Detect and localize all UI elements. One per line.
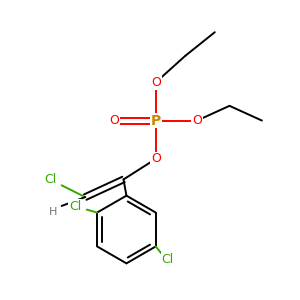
Text: H: H <box>49 207 57 217</box>
Text: O: O <box>192 114 202 127</box>
Text: Cl: Cl <box>44 173 56 186</box>
Text: O: O <box>151 152 161 165</box>
Text: P: P <box>151 114 161 128</box>
Text: Cl: Cl <box>69 200 81 213</box>
Text: O: O <box>151 76 161 89</box>
Text: O: O <box>110 114 120 127</box>
Text: Cl: Cl <box>161 253 174 266</box>
